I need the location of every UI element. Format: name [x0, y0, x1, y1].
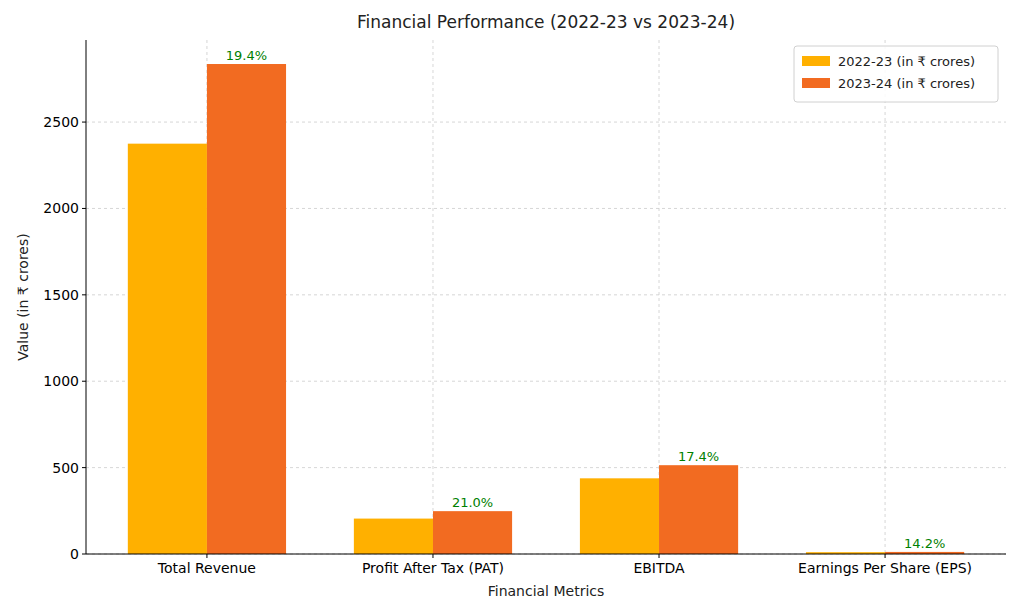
y-tick-label: 0 — [70, 546, 79, 562]
chart: 19.4% 21.0% 17.4% 14.2% 0 500 1000 1500 2000 2500… — [0, 0, 1024, 614]
y-tick-label: 1000 — [43, 373, 79, 389]
bar — [207, 64, 286, 554]
legend-swatch — [802, 78, 830, 88]
x-tick — [206, 554, 207, 558]
legend-box — [794, 46, 998, 102]
y-axis-line — [86, 40, 87, 554]
grid-line-x — [432, 40, 433, 554]
y-axis-label: Value (in ₹ crores) — [15, 233, 31, 360]
annotation: 19.4% — [226, 48, 267, 63]
x-axis-line — [86, 554, 1006, 555]
legend-label: 2023-24 (in ₹ crores) — [838, 76, 975, 91]
x-tick-label: Profit After Tax (PAT) — [362, 560, 504, 576]
x-tick — [659, 554, 660, 558]
grid-line — [86, 554, 1006, 555]
title: Financial Performance (2022-23 vs 2023-2… — [357, 12, 735, 32]
grid-line-x — [885, 40, 886, 554]
bars — [128, 64, 964, 554]
y-tick — [82, 122, 86, 123]
bar — [433, 511, 512, 554]
legend: 2022-23 (in ₹ crores) 2023-24 (in ₹ crore… — [794, 46, 998, 102]
annotation: 17.4% — [678, 449, 719, 464]
y-tick-label: 500 — [52, 460, 79, 476]
y-tick — [82, 208, 86, 209]
y-tick — [82, 294, 86, 295]
plot-area — [86, 40, 1006, 554]
annotation: 21.0% — [452, 495, 493, 510]
x-tick — [432, 554, 433, 558]
bar — [580, 478, 659, 554]
y-tick-label: 2500 — [43, 114, 79, 130]
annotation: 14.2% — [904, 536, 945, 551]
y-tick — [82, 381, 86, 382]
x-tick-label: Earnings Per Share (EPS) — [798, 560, 972, 576]
x-tick-label: Total Revenue — [157, 560, 256, 576]
bar — [128, 144, 207, 554]
bar — [354, 519, 433, 554]
legend-label: 2022-23 (in ₹ crores) — [838, 54, 975, 69]
y-tick-label: 1500 — [43, 287, 79, 303]
y-tick-label: 2000 — [43, 200, 79, 216]
bar — [659, 465, 738, 554]
x-tick-label: EBITDA — [633, 560, 685, 576]
x-axis-label: Financial Metrics — [488, 583, 605, 599]
y-tick — [82, 467, 86, 468]
y-tick — [82, 554, 86, 555]
x-tick — [885, 554, 886, 558]
legend-swatch — [802, 56, 830, 66]
